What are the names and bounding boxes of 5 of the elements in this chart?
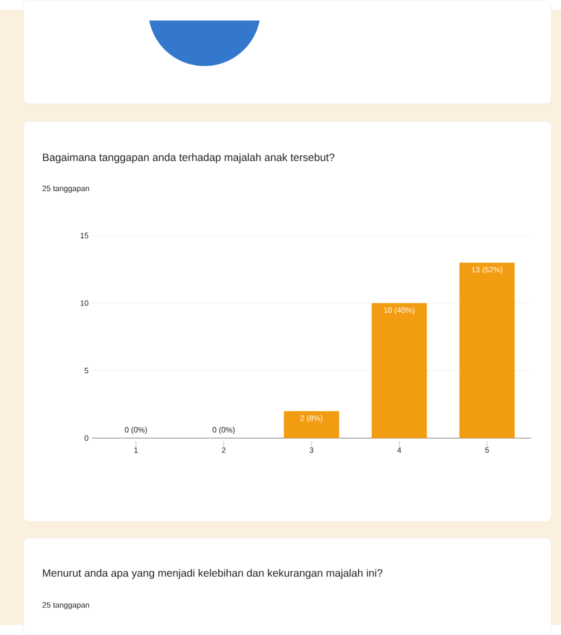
bar [372,303,427,438]
bar [284,411,340,438]
chart-title: Bagaimana tanggapan anda terhadap majalah anak tersebut? [43,153,334,164]
text: Menurut anda apa yang menjadi kelebihan dan kekurangan majalah ini? [43,568,382,579]
bar [459,262,515,438]
